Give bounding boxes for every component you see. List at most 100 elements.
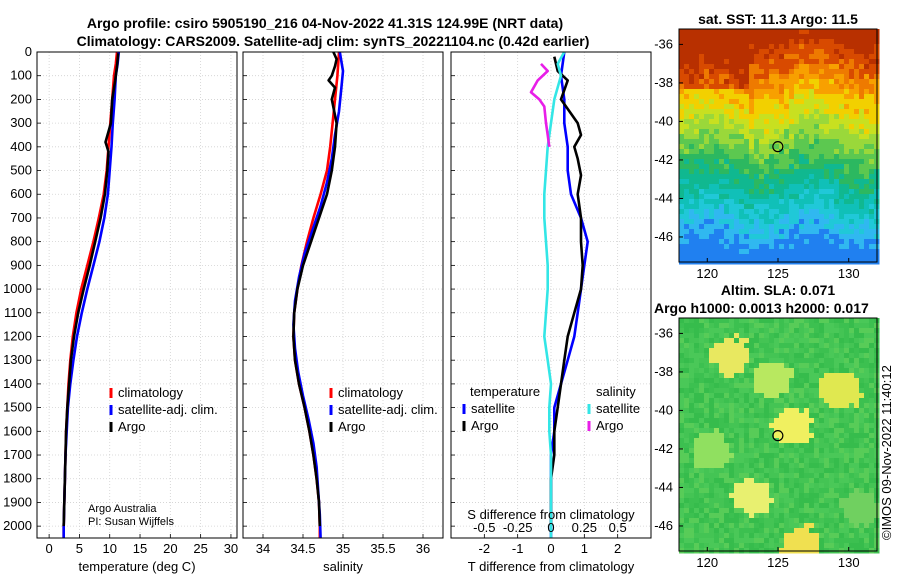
map-cell xyxy=(779,518,785,524)
map-cell xyxy=(784,79,790,85)
map-cell xyxy=(804,114,810,120)
map-cell xyxy=(719,244,725,250)
map-cell xyxy=(699,398,705,404)
map-cell xyxy=(859,234,865,240)
map-cell xyxy=(739,159,745,165)
map-cell xyxy=(819,104,825,110)
map-cell xyxy=(854,69,860,75)
map-cell xyxy=(779,488,785,494)
map-cell xyxy=(814,99,820,105)
map-cell xyxy=(794,448,800,454)
map-cell xyxy=(799,473,805,479)
map-cell xyxy=(869,104,875,110)
map-cell xyxy=(719,189,725,195)
map-cell xyxy=(704,249,710,255)
map-cell xyxy=(854,99,860,105)
map-cell xyxy=(844,39,850,45)
map-cell xyxy=(824,343,830,349)
map-cell xyxy=(729,139,735,145)
map-cell xyxy=(859,89,865,95)
map-cell xyxy=(759,388,765,394)
map-cell xyxy=(794,89,800,95)
map-cell xyxy=(839,503,845,509)
map-cell xyxy=(854,323,860,329)
map-cell xyxy=(849,338,855,344)
map-cell xyxy=(799,99,805,105)
map-cell xyxy=(724,473,730,479)
map-cell xyxy=(779,189,785,195)
map-cell xyxy=(689,254,695,260)
map-cell xyxy=(779,204,785,210)
map-cell xyxy=(864,498,870,504)
map-cell xyxy=(839,328,845,334)
map-cell xyxy=(789,29,795,35)
map-cell xyxy=(784,413,790,419)
map-cell xyxy=(729,234,735,240)
map-cell xyxy=(719,538,725,544)
map-cell xyxy=(699,373,705,379)
map-cell xyxy=(824,518,830,524)
map-cell xyxy=(814,34,820,40)
map-cell xyxy=(834,129,840,135)
map-cell xyxy=(814,84,820,90)
map-cell xyxy=(704,89,710,95)
map-cell xyxy=(824,159,830,165)
map-cell xyxy=(724,219,730,225)
map-cell xyxy=(849,234,855,240)
map-cell xyxy=(814,473,820,479)
map-cell xyxy=(719,418,725,424)
map-cell xyxy=(779,543,785,549)
map-cell xyxy=(784,69,790,75)
map-cell xyxy=(764,89,770,95)
map-cell xyxy=(679,498,685,504)
map-cell xyxy=(724,528,730,534)
map-cell xyxy=(839,189,845,195)
map-cell xyxy=(744,94,750,100)
map-cell xyxy=(714,503,720,509)
map-cell xyxy=(854,353,860,359)
map-cell xyxy=(704,219,710,225)
map-cell xyxy=(684,498,690,504)
map-cell xyxy=(749,164,755,170)
map-cell xyxy=(759,154,765,160)
map-cell xyxy=(759,378,765,384)
map-cell xyxy=(819,69,825,75)
map-cell xyxy=(744,378,750,384)
legend-label: satellite-adj. clim. xyxy=(118,402,218,417)
map-cell xyxy=(734,59,740,65)
map-cell xyxy=(829,508,835,514)
map-cell xyxy=(824,164,830,170)
map-cell xyxy=(864,219,870,225)
map-cell xyxy=(834,443,840,449)
map-cell xyxy=(774,164,780,170)
map-cell xyxy=(699,114,705,120)
map-cell xyxy=(689,503,695,509)
map-cell xyxy=(809,154,815,160)
map-cell xyxy=(829,219,835,225)
map-cell xyxy=(754,139,760,145)
map-cell xyxy=(729,488,735,494)
map-cell xyxy=(864,119,870,125)
map-cell xyxy=(714,49,720,55)
map-cell xyxy=(699,184,705,190)
map-cell xyxy=(869,493,875,499)
map-cell xyxy=(689,239,695,245)
map-cell xyxy=(794,214,800,220)
map-cell xyxy=(849,343,855,349)
map-cell xyxy=(754,358,760,364)
map-cell xyxy=(814,468,820,474)
map-cell xyxy=(789,254,795,260)
map-cell xyxy=(864,169,870,175)
map-cell xyxy=(734,503,740,509)
map-cell xyxy=(819,204,825,210)
map-cell xyxy=(784,64,790,70)
map-cell xyxy=(804,513,810,519)
map-cell xyxy=(759,249,765,255)
map-cell xyxy=(829,39,835,45)
map-cell xyxy=(809,244,815,250)
map-cell xyxy=(829,358,835,364)
map-cell xyxy=(694,473,700,479)
map-cell xyxy=(829,323,835,329)
map-cell xyxy=(859,174,865,180)
map-cell xyxy=(789,164,795,170)
